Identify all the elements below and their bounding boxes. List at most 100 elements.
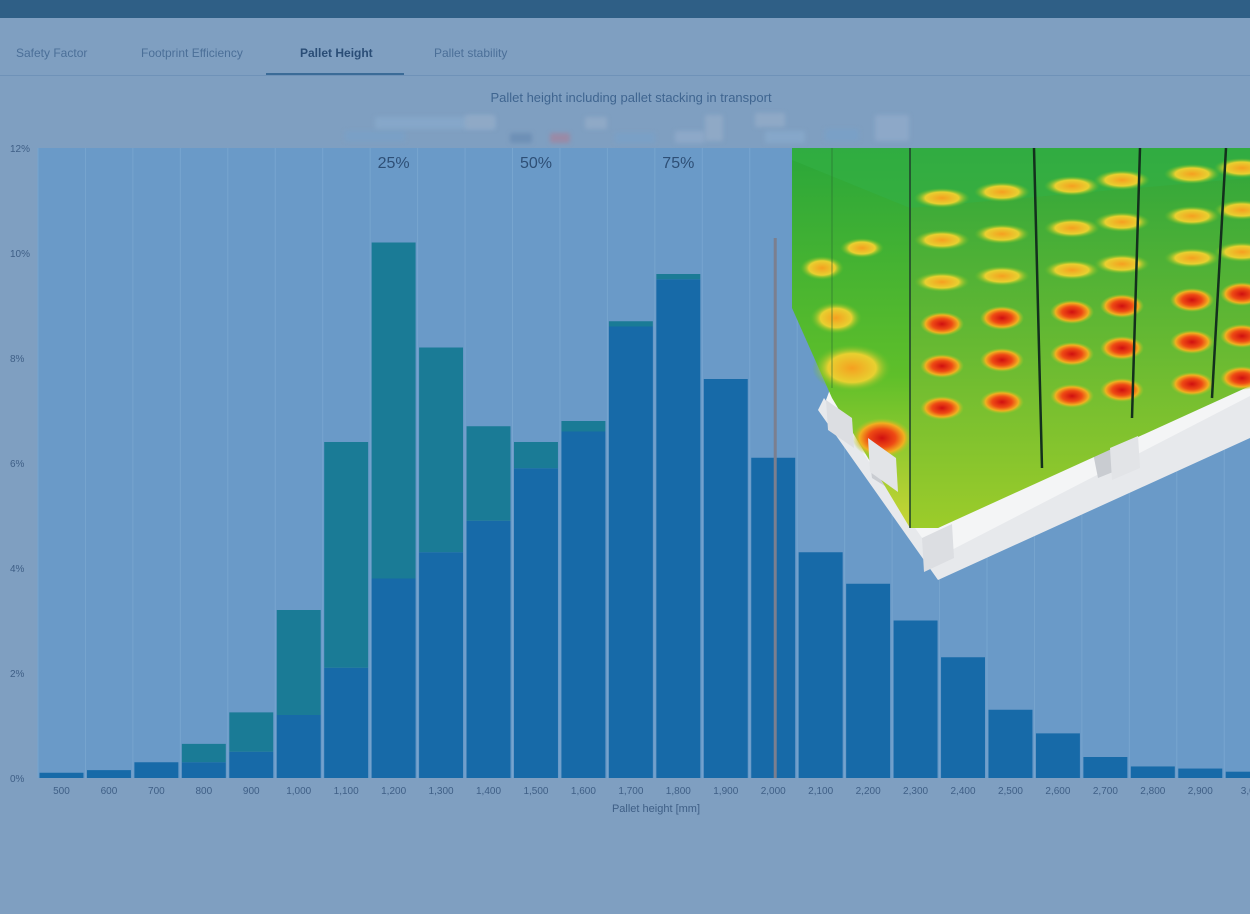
x-tick-label: 700	[148, 786, 165, 797]
stress-hotspot	[914, 188, 970, 208]
stress-hotspot	[1050, 384, 1094, 408]
tab-divider	[0, 75, 1250, 76]
active-tab-indicator	[266, 73, 404, 75]
stress-hotspot	[1100, 378, 1144, 402]
stress-hotspot	[920, 312, 964, 336]
bar	[466, 426, 511, 521]
y-tick-label: 8%	[10, 354, 25, 365]
stress-hotspot	[980, 348, 1024, 372]
stress-hotspot	[1220, 366, 1250, 390]
x-tick-label: 2,000	[761, 786, 786, 797]
stress-hotspot	[1044, 218, 1100, 238]
bar	[703, 379, 748, 778]
bar	[514, 468, 558, 778]
x-tick-label: 2,200	[856, 786, 881, 797]
chart-legend-blurred	[345, 113, 915, 147]
percentile-label: 75%	[662, 155, 694, 172]
bar	[988, 709, 1033, 778]
stress-hotspot	[1044, 260, 1100, 280]
bar	[846, 583, 891, 778]
y-tick-label: 2%	[10, 669, 25, 680]
stress-hotspot	[980, 390, 1024, 414]
stress-hotspot	[1094, 212, 1150, 232]
stress-hotspot	[1164, 164, 1220, 184]
bar	[514, 442, 558, 469]
stress-hotspot	[1100, 336, 1144, 360]
stress-hotspot	[1100, 294, 1144, 318]
stress-hotspot	[920, 354, 964, 378]
top-bar	[0, 0, 1250, 18]
stress-hotspot	[974, 224, 1030, 244]
bar	[893, 620, 938, 778]
bar	[276, 715, 321, 778]
stress-hotspot	[920, 396, 964, 420]
percentile-label: 25%	[378, 155, 410, 172]
tab-safety-factor[interactable]: Safety Factor	[16, 46, 88, 60]
stress-hotspot	[980, 306, 1024, 330]
x-tick-label: 2,900	[1188, 786, 1213, 797]
bar	[419, 347, 464, 553]
x-tick-label: 1,400	[476, 786, 501, 797]
bar	[1225, 771, 1250, 778]
stress-hotspot	[1044, 176, 1100, 196]
bar	[39, 772, 84, 778]
y-tick-label: 10%	[10, 249, 30, 260]
x-tick-label: 2,400	[951, 786, 976, 797]
stress-hotspot	[1094, 254, 1150, 274]
stress-hotspot	[1220, 282, 1250, 306]
x-tick-label: 2,600	[1045, 786, 1070, 797]
x-tick-label: 1,000	[286, 786, 311, 797]
stress-hotspot	[914, 272, 970, 292]
bar	[419, 552, 464, 778]
x-tick-label: 2,100	[808, 786, 833, 797]
x-tick-label: 1,500	[523, 786, 548, 797]
stress-hotspot	[974, 182, 1030, 202]
bar	[656, 274, 701, 280]
x-tick-label: 2,300	[903, 786, 928, 797]
stress-hotspot	[1220, 324, 1250, 348]
bar	[1035, 733, 1080, 778]
chart-title: Pallet height including pallet stacking …	[490, 90, 772, 105]
x-tick-label: 600	[101, 786, 118, 797]
bar	[229, 712, 274, 752]
stress-hotspot	[1214, 242, 1250, 262]
bar	[561, 431, 606, 778]
percentile-label: 50%	[520, 155, 552, 172]
stress-hotspot	[1164, 248, 1220, 268]
bar	[561, 421, 606, 432]
bar	[608, 321, 653, 327]
x-tick-label: 1,800	[666, 786, 691, 797]
y-tick-label: 12%	[10, 144, 30, 155]
x-tick-label: 1,200	[381, 786, 406, 797]
bar	[86, 770, 131, 778]
bar	[1083, 757, 1128, 778]
stress-hotspot	[1164, 206, 1220, 226]
bar	[751, 457, 796, 778]
tab-footprint-efficiency[interactable]: Footprint Efficiency	[141, 46, 243, 60]
y-tick-label: 0%	[10, 774, 25, 785]
bar	[798, 552, 843, 778]
x-tick-label: 500	[53, 786, 70, 797]
stress-hotspot	[1050, 300, 1094, 324]
bar	[466, 520, 511, 778]
bar	[371, 578, 416, 778]
x-tick-label: 900	[243, 786, 260, 797]
bar	[941, 657, 985, 778]
bar	[181, 762, 226, 778]
x-tick-label: 1,900	[713, 786, 738, 797]
bar	[1130, 766, 1175, 778]
bar	[181, 743, 226, 763]
stress-hotspot	[1214, 158, 1250, 178]
stress-hotspot	[1170, 372, 1214, 396]
bar	[134, 762, 179, 778]
pallet-stress-render-image	[792, 148, 1250, 580]
bar	[324, 442, 369, 668]
tab-pallet-stability[interactable]: Pallet stability	[434, 46, 508, 60]
tab-pallet-height[interactable]: Pallet Height	[300, 46, 373, 60]
stress-hotspot	[1094, 170, 1150, 190]
stress-hotspot	[1050, 342, 1094, 366]
bar	[656, 279, 701, 778]
x-axis-title: Pallet height [mm]	[612, 803, 700, 815]
x-tick-label: 2,700	[1093, 786, 1118, 797]
stress-hotspot	[914, 230, 970, 250]
